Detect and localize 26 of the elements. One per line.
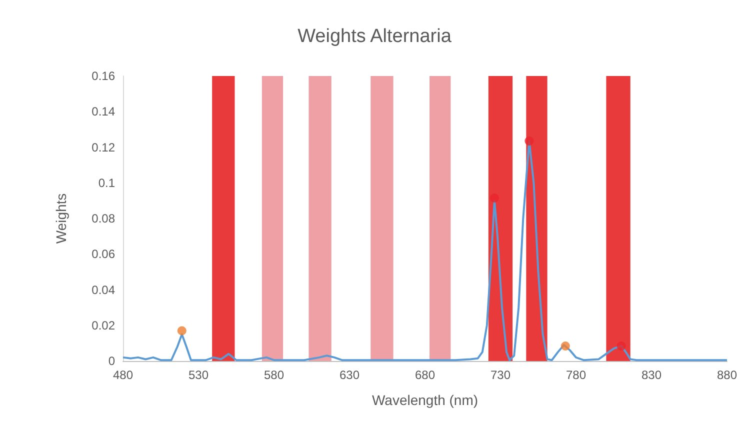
point <box>177 326 186 336</box>
y-tick-label: 0.04 <box>92 282 116 297</box>
y-tick-label: 0.08 <box>92 212 116 226</box>
point <box>524 136 534 146</box>
y-tick-label: 0.14 <box>92 104 116 119</box>
y-tick-label: 0 <box>108 354 116 368</box>
y-axis-title: Weights <box>53 193 69 244</box>
x-tick-label: 730 <box>490 368 511 382</box>
y-tick-label: 0.02 <box>92 318 116 332</box>
x-tick-label: 880 <box>716 368 738 382</box>
x-tick-label: 480 <box>112 368 134 382</box>
x-tick-label: 530 <box>188 368 209 382</box>
x-tick-label: 630 <box>339 368 360 382</box>
y-tick-label: 0.1 <box>98 176 116 190</box>
x-tick-label: 580 <box>264 368 284 382</box>
y-tick-label: 0.06 <box>92 247 116 262</box>
point <box>616 342 626 351</box>
x-tick-label: 780 <box>566 368 586 382</box>
chart-title: Weights Alternaria <box>298 26 452 47</box>
y-tick-label: 0.12 <box>92 140 116 154</box>
x-tick-label: 680 <box>414 368 436 382</box>
y-tick-label: 0.16 <box>92 69 116 83</box>
x-tick-label: 830 <box>641 368 662 382</box>
x-axis-title: Wavelength (nm) <box>372 392 478 408</box>
point <box>560 342 570 351</box>
point <box>490 194 499 203</box>
